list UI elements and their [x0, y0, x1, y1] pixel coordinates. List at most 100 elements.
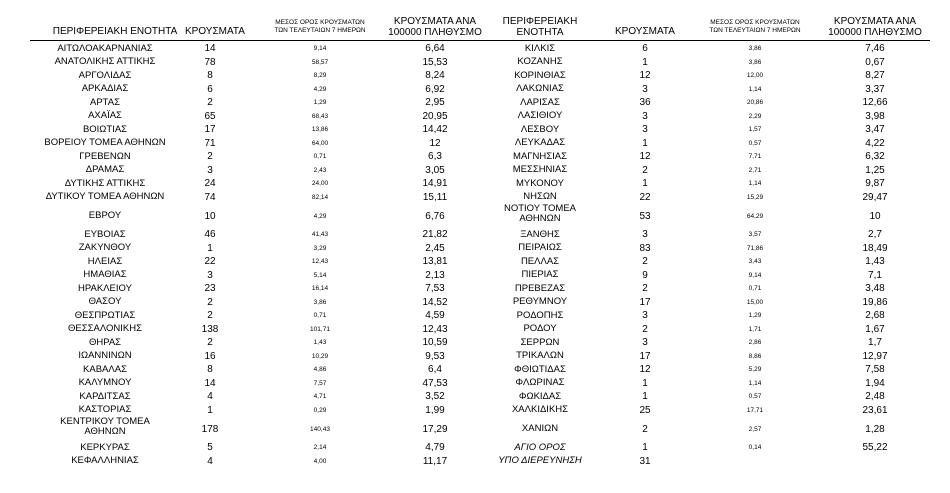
cases-value: 3 [642, 310, 648, 322]
avg-7day-value: 3,57 [748, 231, 762, 239]
header-per-left: ΚΡΟΥΣΜΑΤΑ ΑΝΑ 100000 ΠΛΗΘΥΣΜΟ [388, 16, 482, 38]
cases-value: 14 [204, 43, 216, 55]
cases-value: 4 [207, 391, 213, 403]
region-name: ΑΝΑΤΟΛΙΚΗΣ ΑΤΤΙΚΗΣ [54, 56, 156, 68]
cases-value: 138 [201, 323, 219, 335]
per-100k-value: 20,95 [422, 110, 448, 122]
per-100k-value: 15,11 [422, 191, 448, 203]
region-name: ΚΟΖΑΝΗΣ [517, 56, 563, 68]
per-100k-value: 2,13 [425, 269, 445, 281]
region-name: ΔΥΤΙΚΟΥ ΤΟΜΕΑ ΑΘΗΝΩΝ [45, 191, 165, 203]
cases-value: 12 [639, 70, 651, 82]
per-100k-value: 19,86 [862, 296, 888, 308]
per-100k-value: 18,49 [862, 242, 888, 254]
region-name: ΕΥΒΟΙΑΣ [84, 228, 126, 240]
avg-7day-value: 4,29 [313, 85, 327, 93]
cases-value: 1 [642, 391, 648, 403]
region-name: ΠΕΛΛΑΣ [520, 255, 560, 267]
header-avg-right: ΜΕΣΟΣ ΟΡΟΣ ΚΡΟΥΣΜΑΤΩΝ ΤΩΝ ΤΕΛΕΥΤΑΙΩΝ 7 ΗΜ… [709, 19, 801, 34]
table-row: ΘΑΣΟΥ 2 3,86 14,52 ΡΕΘΥΜΝΟΥ 17 15,00 19,86 [30, 296, 930, 310]
cases-value: 74 [204, 191, 216, 203]
table-row: ΚΕΝΤΡΙΚΟΥ ΤΟΜΕΑ ΑΘΗΝΩΝ 178 140,43 17,29 ΧΑΝΙΩ… [30, 417, 930, 441]
cases-value: 31 [639, 455, 651, 467]
region-name: ΚΑΛΥΜΝΟΥ [78, 377, 132, 389]
avg-7day-value: 101,71 [310, 325, 330, 333]
avg-7day-value: 1,57 [748, 126, 762, 134]
avg-7day-value: 3,86 [748, 45, 762, 53]
region-name: ΤΡΙΚΑΛΩΝ [516, 350, 564, 362]
per-100k-value: 7,46 [865, 43, 885, 55]
avg-7day-value: 8,29 [313, 72, 327, 80]
cases-value: 53 [639, 210, 651, 222]
cases-value: 10 [204, 210, 216, 222]
per-100k-value: 14,42 [422, 124, 448, 136]
cases-value: 1 [207, 242, 213, 254]
region-name: ΔΥΤΙΚΗΣ ΑΤΤΙΚΗΣ [64, 177, 146, 189]
per-100k-value: 4,79 [425, 442, 445, 454]
cases-value: 83 [639, 242, 651, 254]
region-name: ΛΑΚΩΝΙΑΣ [516, 83, 564, 95]
region-name: ΖΑΚΥΝΘΟΥ [78, 242, 132, 254]
cases-value: 4 [207, 455, 213, 467]
cases-value: 2 [207, 310, 213, 322]
avg-7day-value: 9,14 [313, 45, 327, 53]
per-100k-value: 17,29 [422, 423, 448, 435]
cases-value: 17 [204, 124, 216, 136]
avg-7day-value: 17,71 [746, 406, 764, 414]
region-name: ΑΡΚΑΔΙΑΣ [81, 83, 129, 95]
region-name: ΛΑΣΙΘΙΟΥ [517, 110, 563, 122]
avg-7day-value: 64,00 [311, 139, 329, 147]
avg-7day-value: 0,71 [313, 153, 327, 161]
per-100k-value: 1,67 [865, 323, 885, 335]
cases-value: 1 [642, 377, 648, 389]
cases-value: 2 [207, 337, 213, 349]
per-100k-value: 10,59 [422, 337, 448, 349]
per-100k-value: 6,92 [425, 83, 445, 95]
region-name: ΧΑΝΙΩΝ [521, 423, 559, 434]
table-row: ΔΡΑΜΑΣ 3 2,43 3,05 ΜΕΣΣΗΝΙΑΣ 2 2,71 1,25 [30, 164, 930, 178]
table-row: ΘΕΣΠΡΩΤΙΑΣ 2 0,71 4,59 ΡΟΔΟΠΗΣ 3 1,29 2,68 [30, 309, 930, 323]
avg-7day-value: 16,14 [311, 285, 329, 293]
per-100k-value: 55,22 [862, 442, 888, 454]
per-100k-value: 1,28 [865, 423, 885, 435]
region-name: ΦΩΚΙΔΑΣ [518, 390, 562, 402]
cases-value: 2 [207, 296, 213, 308]
avg-7day-value: 2,57 [748, 425, 762, 433]
per-100k-value: 9,87 [865, 178, 885, 190]
per-100k-value: 10 [869, 210, 881, 222]
per-100k-value: 2,7 [868, 229, 882, 241]
region-name: ΦΘΙΩΤΙΔΑΣ [514, 363, 566, 375]
region-name: ΘΕΣΣΑΛΟΝΙΚΗΣ [68, 323, 142, 335]
avg-7day-value: 1,29 [313, 99, 327, 107]
cases-value: 1 [642, 442, 648, 454]
cases-value: 3 [207, 164, 213, 176]
region-name: ΚΙΛΚΙΣ [524, 42, 556, 54]
avg-7day-value [710, 455, 800, 469]
table-row: ΑΝΑΤΟΛΙΚΗΣ ΑΤΤΙΚΗΣ 78 58,57 15,53 ΚΟΖΑΝΗΣ 1 3,… [30, 56, 930, 70]
avg-7day-value: 58,57 [311, 58, 329, 66]
region-name: ΥΠΟ ΔΙΕΡΕΥΝΗΣΗ [498, 455, 582, 467]
region-name: ΛΑΡΙΣΑΣ [520, 96, 560, 108]
header-avg-left: ΜΕΣΟΣ ΟΡΟΣ ΚΡΟΥΣΜΑΤΩΝ ΤΩΝ ΤΕΛΕΥΤΑΙΩΝ 7 ΗΜ… [274, 19, 366, 34]
cases-value: 12 [639, 151, 651, 163]
cases-value: 3 [642, 229, 648, 241]
per-100k-value: 13,81 [422, 256, 448, 268]
table-row: ΚΑΛΥΜΝΟΥ 14 7,57 47,53 ΦΛΩΡΙΝΑΣ 1 1,14 1,94 [30, 377, 930, 391]
region-name: ΡΕΘΥΜΝΟΥ [512, 296, 568, 308]
cases-value: 9 [642, 269, 648, 281]
region-name: ΑΓΙΟ ΟΡΟΣ [514, 441, 566, 453]
cases-value: 178 [201, 423, 219, 435]
per-100k-value: 0,67 [865, 56, 885, 68]
region-name-line: ΝΟΤΙΟΥ ΤΟΜΕΑ [503, 203, 576, 214]
cases-value: 23 [204, 283, 216, 295]
region-name: ΗΡΑΚΛΕΙΟΥ [78, 282, 132, 294]
cases-value: 22 [639, 191, 651, 203]
avg-7day-value: 15,29 [746, 193, 764, 201]
avg-7day-value: 0,29 [313, 406, 327, 414]
per-100k-value: 11,17 [422, 455, 448, 467]
avg-7day-value: 2,14 [313, 444, 327, 452]
cases-value: 16 [204, 350, 216, 362]
region-name: ΒΟΙΩΤΙΑΣ [82, 123, 128, 135]
region-name: ΕΒΡΟΥ [88, 210, 122, 221]
avg-7day-value: 1,14 [748, 85, 762, 93]
